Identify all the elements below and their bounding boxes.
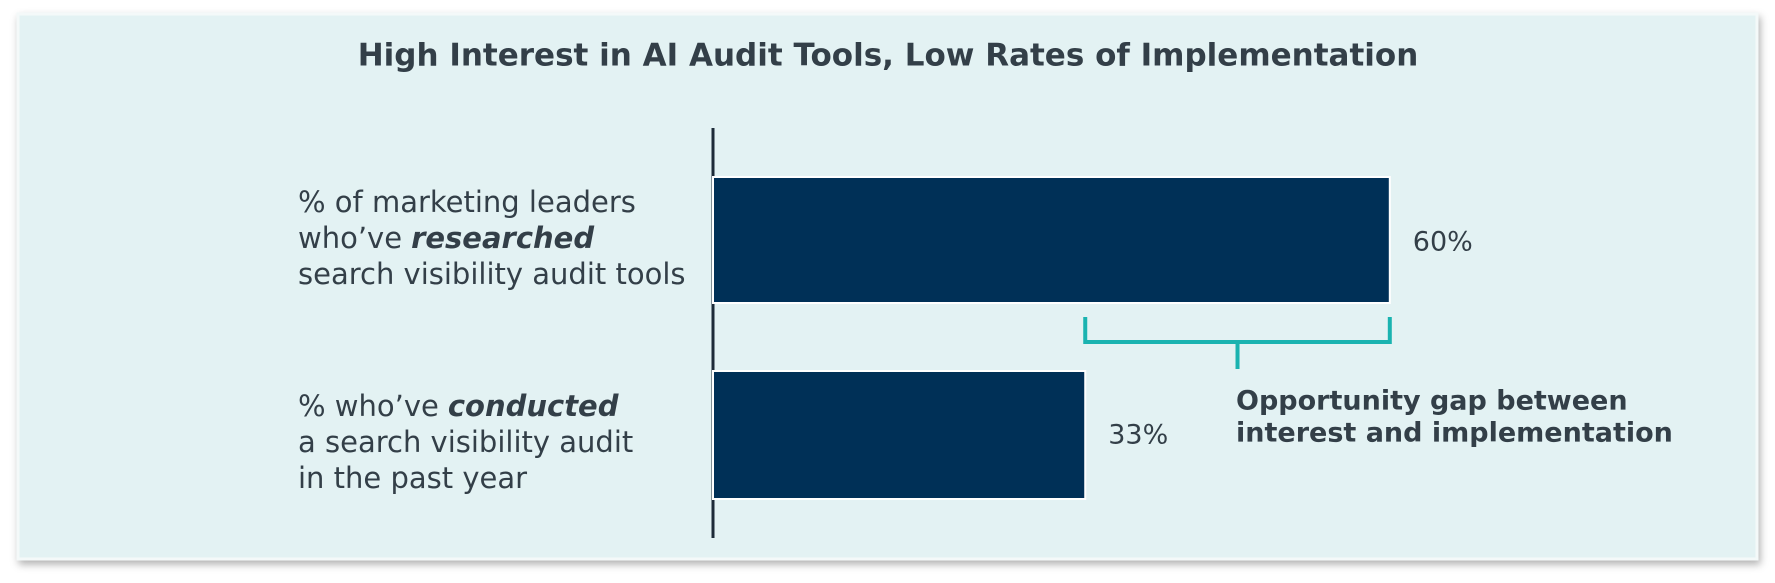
bar	[712, 176, 1391, 304]
category-label: % who’ve	[298, 389, 439, 423]
value-label: 33%	[1108, 420, 1168, 451]
annotation: interest and implementation	[1236, 418, 1673, 449]
chart-title: High Interest in AI Audit Tools, Low Rat…	[358, 38, 1419, 74]
annotation: Opportunity gap between	[1236, 386, 1628, 417]
category-emphasis: conducted	[448, 389, 619, 423]
category-label: a search visibility audit	[298, 425, 633, 459]
category-label: search visibility audit tools	[298, 257, 686, 291]
bar	[712, 370, 1087, 500]
value-label: 60%	[1413, 227, 1473, 258]
category-label: in the past year	[298, 461, 527, 495]
gap-bracket	[1083, 317, 1392, 369]
category-label: who’ve researched	[298, 221, 594, 255]
category-label: who’ve	[298, 221, 402, 255]
category-label: % of marketing leaders	[298, 185, 636, 219]
category-label: % who’ve conducted	[298, 389, 619, 423]
category-emphasis: researched	[411, 221, 594, 255]
